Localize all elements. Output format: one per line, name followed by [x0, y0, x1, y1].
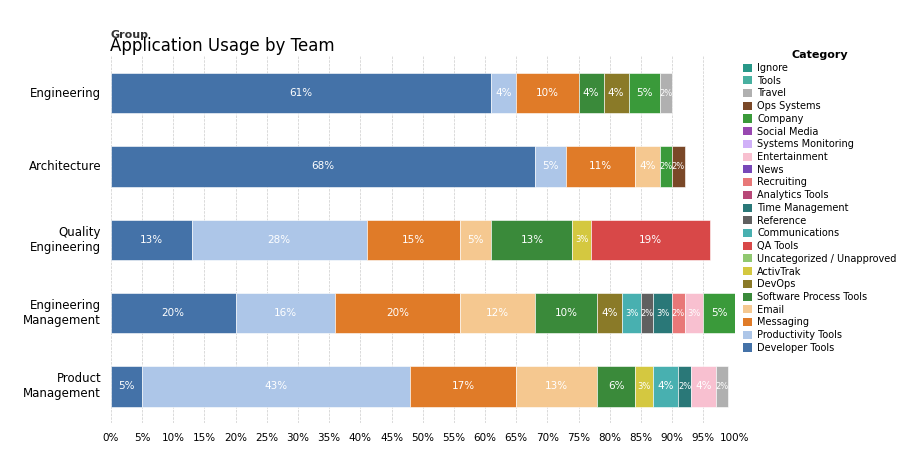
Bar	[716, 366, 728, 407]
Text: 2%: 2%	[640, 308, 654, 318]
Text: 19%: 19%	[638, 235, 662, 245]
Text: 13%: 13%	[520, 235, 543, 245]
Text: 2%: 2%	[715, 382, 729, 391]
Bar	[635, 366, 653, 407]
Bar	[566, 146, 635, 187]
Bar	[367, 219, 460, 260]
Bar	[598, 293, 623, 333]
Bar	[111, 366, 142, 407]
Bar	[492, 73, 517, 113]
Bar	[678, 366, 691, 407]
Text: 2%: 2%	[660, 88, 673, 98]
Text: 4%: 4%	[695, 381, 711, 392]
Text: 17%: 17%	[452, 381, 475, 392]
Text: 3%: 3%	[575, 235, 589, 244]
Text: 10%: 10%	[554, 308, 578, 318]
Text: 4%: 4%	[658, 381, 675, 392]
Text: 11%: 11%	[589, 161, 612, 172]
Bar	[236, 293, 335, 333]
Text: 3%: 3%	[687, 308, 700, 318]
Bar	[111, 293, 236, 333]
Text: 4%: 4%	[583, 88, 600, 98]
Bar	[460, 219, 492, 260]
Text: 10%: 10%	[536, 88, 559, 98]
Text: 2%: 2%	[678, 382, 691, 391]
Text: 3%: 3%	[625, 308, 638, 318]
Bar	[111, 219, 192, 260]
Bar	[660, 73, 673, 113]
Text: 4%: 4%	[602, 308, 618, 318]
Bar	[460, 293, 535, 333]
Bar	[598, 366, 635, 407]
Bar	[535, 293, 598, 333]
Bar	[111, 73, 492, 113]
Bar	[703, 293, 735, 333]
Bar	[573, 219, 591, 260]
Text: 12%: 12%	[486, 308, 509, 318]
Text: 61%: 61%	[289, 88, 312, 98]
Bar	[410, 366, 517, 407]
Legend: Ignore, Tools, Travel, Ops Systems, Company, Social Media, Systems Monitoring, E: Ignore, Tools, Travel, Ops Systems, Comp…	[743, 50, 896, 353]
Text: 5%: 5%	[711, 308, 727, 318]
Bar	[517, 366, 598, 407]
Bar	[628, 73, 660, 113]
Text: 2%: 2%	[672, 162, 685, 171]
Text: 3%: 3%	[638, 382, 650, 391]
Text: 4%: 4%	[495, 88, 512, 98]
Bar	[517, 73, 578, 113]
Bar	[492, 219, 573, 260]
Text: 4%: 4%	[639, 161, 655, 172]
Text: 15%: 15%	[402, 235, 425, 245]
Text: Group: Group	[111, 30, 149, 40]
Text: 68%: 68%	[311, 161, 334, 172]
Text: 3%: 3%	[656, 308, 670, 318]
Bar	[192, 219, 367, 260]
Text: 5%: 5%	[636, 88, 652, 98]
Text: 20%: 20%	[162, 308, 185, 318]
Bar	[653, 293, 673, 333]
Bar	[673, 293, 685, 333]
Bar	[591, 219, 710, 260]
Bar	[603, 73, 628, 113]
Text: 28%: 28%	[268, 235, 291, 245]
Bar	[535, 146, 566, 187]
Text: 20%: 20%	[386, 308, 409, 318]
Text: 2%: 2%	[660, 162, 673, 171]
Text: 16%: 16%	[274, 308, 298, 318]
Text: 13%: 13%	[140, 235, 163, 245]
Text: 4%: 4%	[608, 88, 625, 98]
Bar	[673, 146, 685, 187]
Text: 5%: 5%	[542, 161, 559, 172]
Bar	[641, 293, 653, 333]
Text: 43%: 43%	[264, 381, 287, 392]
Bar	[623, 293, 641, 333]
Bar	[660, 146, 673, 187]
Text: 13%: 13%	[545, 381, 568, 392]
Bar	[578, 73, 603, 113]
Bar	[685, 293, 703, 333]
Bar	[691, 366, 716, 407]
Text: 2%: 2%	[672, 308, 685, 318]
Text: 5%: 5%	[118, 381, 135, 392]
Text: 6%: 6%	[608, 381, 625, 392]
Bar	[635, 146, 660, 187]
Bar	[335, 293, 460, 333]
Text: Application Usage by Team: Application Usage by Team	[110, 37, 334, 55]
Text: 5%: 5%	[468, 235, 484, 245]
Bar	[142, 366, 410, 407]
Bar	[111, 146, 535, 187]
Bar	[653, 366, 678, 407]
